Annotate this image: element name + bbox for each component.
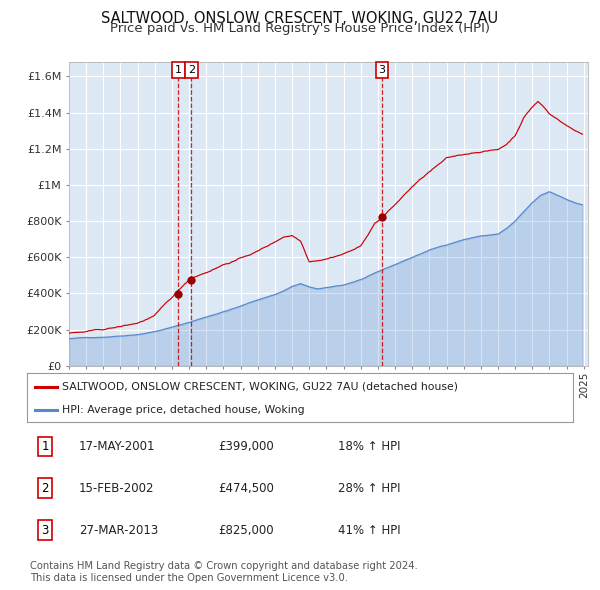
- Text: £399,000: £399,000: [218, 440, 274, 453]
- Text: SALTWOOD, ONSLOW CRESCENT, WOKING, GU22 7AU: SALTWOOD, ONSLOW CRESCENT, WOKING, GU22 …: [101, 11, 499, 25]
- Text: 1: 1: [41, 440, 49, 453]
- Text: 27-MAR-2013: 27-MAR-2013: [79, 523, 158, 536]
- Text: 28% ↑ HPI: 28% ↑ HPI: [338, 481, 401, 495]
- Text: 3: 3: [41, 523, 49, 536]
- Text: 41% ↑ HPI: 41% ↑ HPI: [338, 523, 401, 536]
- Text: 18% ↑ HPI: 18% ↑ HPI: [338, 440, 401, 453]
- Text: HPI: Average price, detached house, Woking: HPI: Average price, detached house, Woki…: [62, 405, 305, 415]
- Text: SALTWOOD, ONSLOW CRESCENT, WOKING, GU22 7AU (detached house): SALTWOOD, ONSLOW CRESCENT, WOKING, GU22 …: [62, 382, 458, 392]
- Text: 2: 2: [188, 65, 195, 75]
- Text: £474,500: £474,500: [218, 481, 274, 495]
- Text: Contains HM Land Registry data © Crown copyright and database right 2024.
This d: Contains HM Land Registry data © Crown c…: [30, 561, 418, 583]
- Text: 15-FEB-2002: 15-FEB-2002: [79, 481, 154, 495]
- Text: 17-MAY-2001: 17-MAY-2001: [79, 440, 155, 453]
- Text: Price paid vs. HM Land Registry's House Price Index (HPI): Price paid vs. HM Land Registry's House …: [110, 22, 490, 35]
- Text: 3: 3: [379, 65, 385, 75]
- Text: £825,000: £825,000: [218, 523, 274, 536]
- Text: 1: 1: [175, 65, 182, 75]
- Text: 2: 2: [41, 481, 49, 495]
